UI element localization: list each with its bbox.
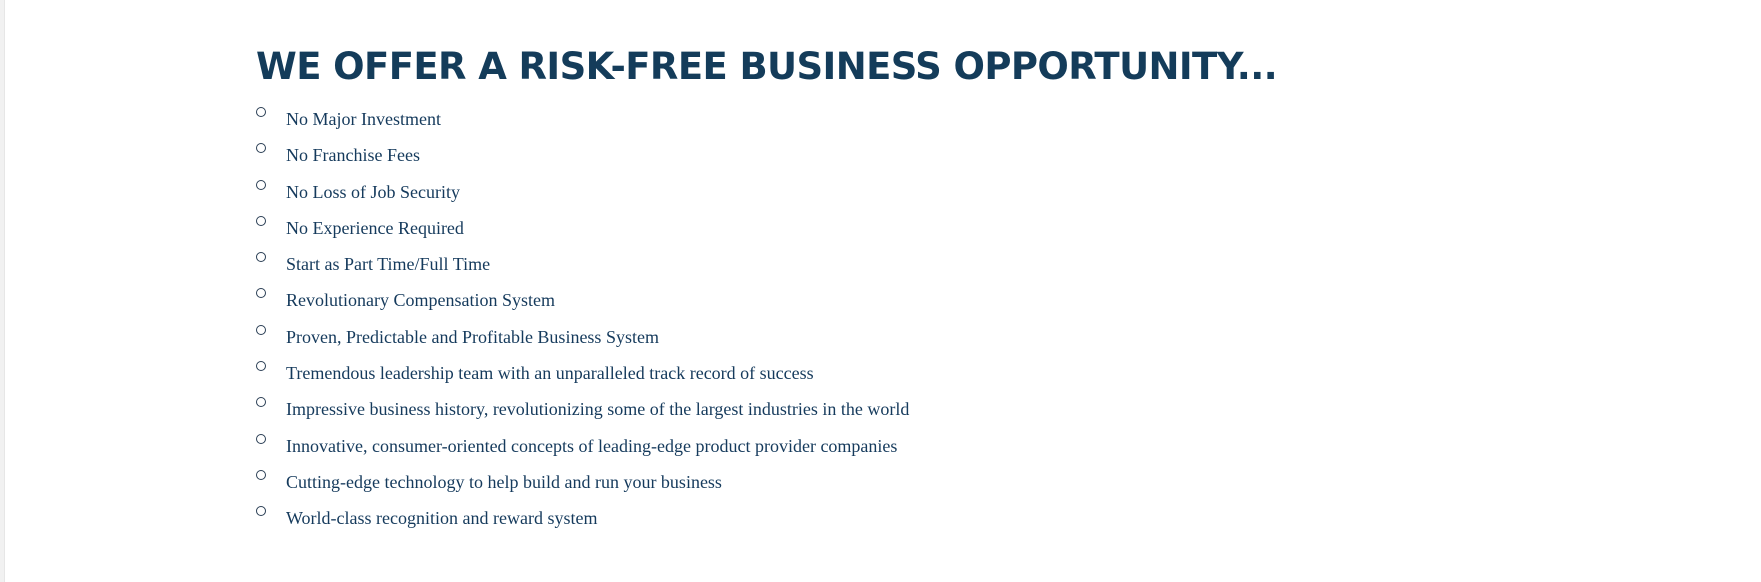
benefit-text: Innovative, consumer-oriented concepts o… bbox=[286, 435, 898, 456]
circle-bullet-icon bbox=[256, 107, 266, 117]
benefit-item: Revolutionary Compensation System bbox=[256, 287, 1277, 323]
circle-bullet-icon bbox=[256, 215, 266, 226]
benefit-text: Cutting-edge technology to help build an… bbox=[286, 471, 722, 492]
benefit-item: Impressive business history, revolutioni… bbox=[256, 396, 1277, 432]
circle-bullet-icon bbox=[256, 143, 266, 154]
circle-bullet-icon bbox=[256, 469, 266, 480]
left-border bbox=[0, 0, 5, 582]
benefit-item: Proven, Predictable and Profitable Busin… bbox=[256, 324, 1277, 360]
benefit-item: No Experience Required bbox=[256, 215, 1277, 251]
circle-bullet-icon bbox=[256, 252, 266, 263]
benefit-item: World-class recognition and reward syste… bbox=[256, 505, 1277, 541]
benefit-text: Tremendous leadership team with an unpar… bbox=[286, 363, 814, 384]
benefit-item: No Franchise Fees bbox=[256, 142, 1277, 178]
section-heading: WE OFFER A RISK-FREE BUSINESS OPPORTUNIT… bbox=[256, 45, 1278, 88]
benefit-text: Proven, Predictable and Profitable Busin… bbox=[286, 326, 659, 347]
circle-bullet-icon bbox=[256, 324, 266, 335]
circle-bullet-icon bbox=[256, 397, 266, 408]
benefit-item: Innovative, consumer-oriented concepts o… bbox=[256, 433, 1277, 469]
circle-bullet-icon bbox=[256, 179, 266, 190]
content-section: WE OFFER A RISK-FREE BUSINESS OPPORTUNIT… bbox=[256, 40, 1278, 542]
benefit-item: No Major Investment bbox=[256, 106, 1277, 142]
circle-bullet-icon bbox=[256, 288, 266, 299]
benefit-list: No Major Investment No Franchise Fees No… bbox=[256, 106, 1277, 542]
benefit-text: No Loss of Job Security bbox=[286, 181, 460, 202]
benefit-item: No Loss of Job Security bbox=[256, 179, 1277, 215]
benefit-text: World-class recognition and reward syste… bbox=[286, 508, 598, 529]
benefit-text: No Major Investment bbox=[286, 109, 441, 129]
benefit-item: Tremendous leadership team with an unpar… bbox=[256, 360, 1277, 396]
benefit-text: No Experience Required bbox=[286, 217, 464, 238]
circle-bullet-icon bbox=[256, 433, 266, 444]
circle-bullet-icon bbox=[256, 506, 266, 517]
benefit-item: Start as Part Time/Full Time bbox=[256, 251, 1277, 287]
benefit-text: Revolutionary Compensation System bbox=[286, 290, 555, 311]
circle-bullet-icon bbox=[256, 361, 266, 372]
benefit-text: Start as Part Time/Full Time bbox=[286, 254, 491, 275]
benefit-text: No Franchise Fees bbox=[286, 145, 420, 166]
benefit-text: Impressive business history, revolutioni… bbox=[286, 399, 910, 420]
benefit-item: Cutting-edge technology to help build an… bbox=[256, 469, 1277, 505]
